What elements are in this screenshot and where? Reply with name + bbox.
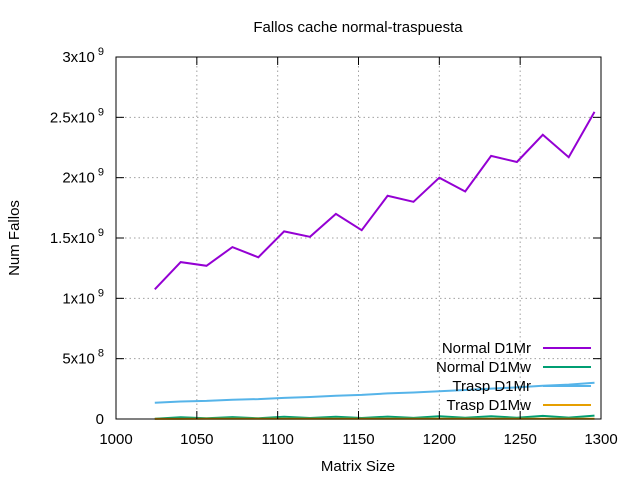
x-tick-label: 1300 — [584, 431, 617, 448]
legend-label: Normal D1Mw — [436, 359, 531, 376]
legend-label: Trasp D1Mr — [452, 378, 531, 395]
y-tick-labels: 0 5x10 8 1x10 9 1.5x10 9 2x10 9 2.5x10 9 3x10 9 — [50, 46, 104, 428]
y-tick-label: 3x10 9 — [62, 46, 104, 66]
y-tick-label: 1.5x10 9 — [50, 227, 104, 247]
x-tick-label: 1100 — [262, 431, 294, 448]
series-line — [154, 414, 595, 420]
y-tick-label: 0 — [96, 411, 104, 428]
y-tick-label: 2.5x10 9 — [50, 106, 104, 126]
y-tick-label: 2x10 9 — [62, 167, 104, 187]
chart-title: Fallos cache normal-traspuesta — [253, 19, 463, 36]
x-tick-label: 1200 — [423, 431, 456, 448]
x-axis-label: Matrix Size — [321, 458, 395, 475]
legend-label: Normal D1Mr — [442, 340, 531, 357]
x-tick-label: 1150 — [342, 431, 374, 448]
axis-ticks — [115, 56, 602, 420]
y-tick-label: 5x10 8 — [62, 348, 104, 368]
series-line — [154, 381, 595, 404]
legend: Normal D1Mr Normal D1Mw Trasp D1Mr Trasp D1… — [436, 340, 591, 414]
legend-label: Trasp D1Mw — [447, 397, 532, 414]
y-tick-label: 1x10 9 — [62, 287, 104, 307]
x-tick-label: 1050 — [180, 431, 213, 448]
series-line — [154, 111, 596, 290]
y-axis-label: Num Fallos — [6, 200, 23, 276]
x-tick-label: 1000 — [99, 431, 132, 448]
x-tick-labels: 1000 1050 1100 1150 1200 1250 1300 — [99, 431, 617, 448]
x-tick-label: 1250 — [503, 431, 536, 448]
